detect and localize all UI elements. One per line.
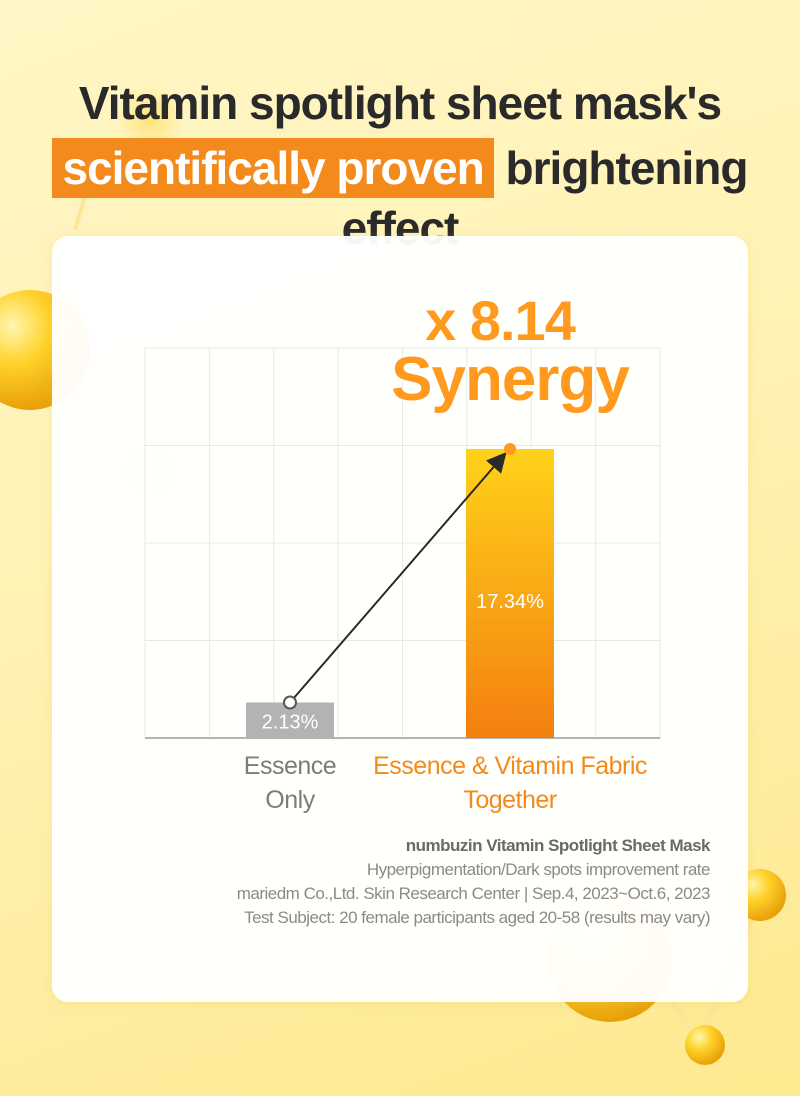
footnote-brand: numbuzin Vitamin Spotlight Sheet Mask [405, 836, 711, 855]
category-label: Only [265, 786, 315, 814]
footnote: numbuzin Vitamin Spotlight Sheet Mask Hy… [236, 834, 711, 930]
growth-arrow [289, 451, 507, 704]
footnote-line4: Test Subject: 20 female participants age… [244, 908, 710, 927]
footnote-line3: mariedm Co.,Ltd. Skin Research Center | … [236, 884, 711, 903]
value-label: 17.34% [476, 591, 544, 613]
headline: Vitamin spotlight sheet mask's scientifi… [0, 74, 800, 258]
headline-line1: Vitamin spotlight sheet mask's [78, 77, 722, 129]
category-label: Together [463, 786, 556, 814]
headline-line2: scientifically proven brightening effect [0, 138, 800, 258]
category-label: Essence [244, 752, 336, 780]
start-point [283, 695, 297, 710]
footnote-line2: Hyperpigmentation/Dark spots improvement… [366, 860, 711, 879]
synergy-label: Synergy [391, 345, 630, 414]
chart-card [52, 236, 748, 1002]
synergy-multiplier: x 8.14 [425, 289, 576, 352]
category-label: Essence & Vitamin Fabric [373, 752, 647, 780]
end-point [504, 443, 516, 455]
bar-2 [466, 449, 554, 738]
value-label: 2.13% [262, 711, 319, 733]
headline-highlight: scientifically proven [52, 138, 494, 198]
